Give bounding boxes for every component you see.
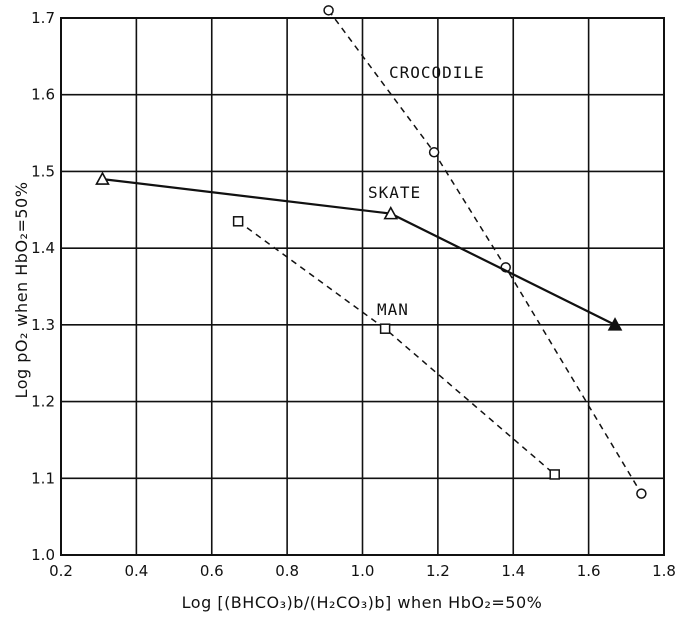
- x-tick-label: 1.4: [501, 562, 525, 580]
- y-tick-label: 1.4: [31, 239, 55, 257]
- data-point-skate: [383, 205, 399, 220]
- data-point-crocodile: [428, 147, 440, 158]
- data-point-man: [379, 323, 391, 334]
- x-tick-label: 1.6: [577, 562, 601, 580]
- x-axis-label: Log [(BHCO₃)b/(H₂CO₃)b] when HbO₂=50%: [182, 593, 543, 612]
- data-point-skate: [607, 317, 623, 331]
- series-label-man: MAN: [377, 300, 409, 319]
- series-line-crocodile: [327, 9, 643, 495]
- plot-frame: [60, 17, 665, 556]
- x-tick-label: 0.8: [275, 562, 299, 580]
- data-point-crocodile: [323, 5, 334, 16]
- y-tick-label: 1.2: [31, 393, 55, 411]
- series-label-skate: SKATE: [368, 183, 421, 202]
- x-tick-label: 1.0: [351, 562, 375, 580]
- series-line-man: [237, 220, 556, 476]
- tick-labels: 0.2 0.4 0.6 0.8 1.0 1.2 1.4 1.6 1.8 1.0 1.1 1.2 1.3 1…: [31, 9, 676, 580]
- y-tick-label: 1.3: [31, 316, 55, 334]
- data-point-skate: [95, 171, 110, 185]
- x-tick-label: 1.8: [652, 562, 676, 580]
- y-tick-label: 1.1: [31, 469, 55, 487]
- series-layer: [95, 5, 647, 499]
- x-tick-label: 0.2: [49, 562, 73, 580]
- x-tick-label: 0.4: [124, 562, 148, 580]
- series-line-skate: [102, 178, 616, 326]
- x-tick-label: 0.6: [200, 562, 224, 580]
- y-tick-label: 1.5: [31, 162, 55, 180]
- y-tick-label: 1.7: [31, 9, 55, 27]
- y-tick-label: 1.6: [31, 86, 55, 104]
- series-label-crocodile: CROCODILE: [389, 63, 485, 82]
- data-point-crocodile: [636, 488, 647, 499]
- data-point-man: [232, 216, 244, 227]
- y-axis-label: Log pO₂ when HbO₂=50%: [12, 182, 31, 399]
- y-tick-label: 1.0: [31, 546, 55, 564]
- data-point-man: [549, 469, 560, 480]
- grid: [60, 17, 665, 556]
- x-tick-label: 1.2: [426, 562, 450, 580]
